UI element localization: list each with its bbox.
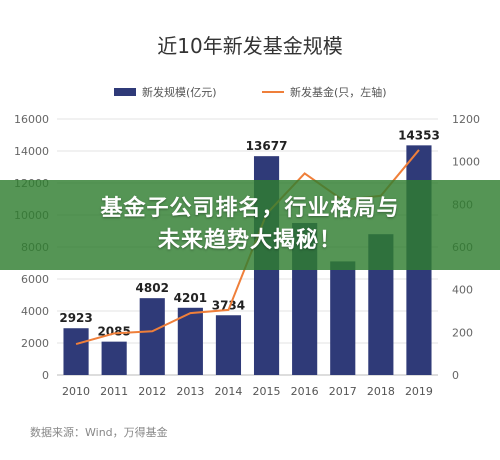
data-source-note: 数据来源：Wind，万得基金 [30,426,168,439]
bar [63,328,89,375]
legend-item-line: 新发基金(只，左轴) [262,84,387,100]
chart-title: 近10年新发基金规模 [157,34,343,58]
y-right-tick-label: 1000 [452,156,480,169]
bar [215,315,242,375]
legend-line-swatch [262,91,284,93]
legend-bar-label: 新发规模(亿元) [142,86,217,99]
x-tick-label: 2010 [62,385,90,398]
y-right-tick-label: 400 [452,284,473,297]
banner-line-2: 未来趋势大揭秘！ [157,228,342,253]
y-right-tick-label: 1200 [452,113,480,126]
x-tick-label: 2013 [176,385,204,398]
x-tick-label: 2017 [329,385,357,398]
bar [330,261,356,375]
x-tick-label: 2018 [367,385,395,398]
y-left-tick-label: 14000 [14,145,49,158]
x-tick-label: 2011 [100,385,128,398]
bar [177,307,203,375]
y-right-tick-label: 200 [452,326,473,339]
y-left-tick-label: 6000 [21,273,49,286]
y-left-tick-label: 2000 [21,337,49,350]
y-left-tick-label: 16000 [14,113,49,126]
x-tick-label: 2015 [253,385,281,398]
legend-line-label: 新发基金(只，左轴) [290,86,387,99]
y-left-tick-label: 0 [42,369,49,382]
bar [139,298,165,375]
headline-banner: 基金子公司排名，行业格局与 未来趋势大揭秘！ [0,180,500,270]
legend-item-bar: 新发规模(亿元) [114,84,217,100]
bar [101,341,127,375]
bar-value-label: 4802 [136,281,169,295]
bar-value-label: 2923 [59,311,92,325]
y-right-tick-label: 0 [452,369,459,382]
y-left-tick-label: 4000 [21,305,49,318]
x-tick-label: 2016 [291,385,319,398]
bar-value-label: 4201 [174,291,207,305]
bar-value-label: 3734 [212,298,245,312]
legend-bar-swatch [114,88,136,96]
banner-line-1: 基金子公司排名，行业格局与 [100,196,400,221]
bar-value-label: 14353 [398,128,440,142]
bar-value-label: 13677 [246,139,288,153]
chart-legend: 新发规模(亿元) 新发基金(只，左轴) [0,84,500,104]
x-tick-label: 2012 [138,385,166,398]
x-tick-label: 2019 [405,385,433,398]
x-tick-label: 2014 [214,385,242,398]
